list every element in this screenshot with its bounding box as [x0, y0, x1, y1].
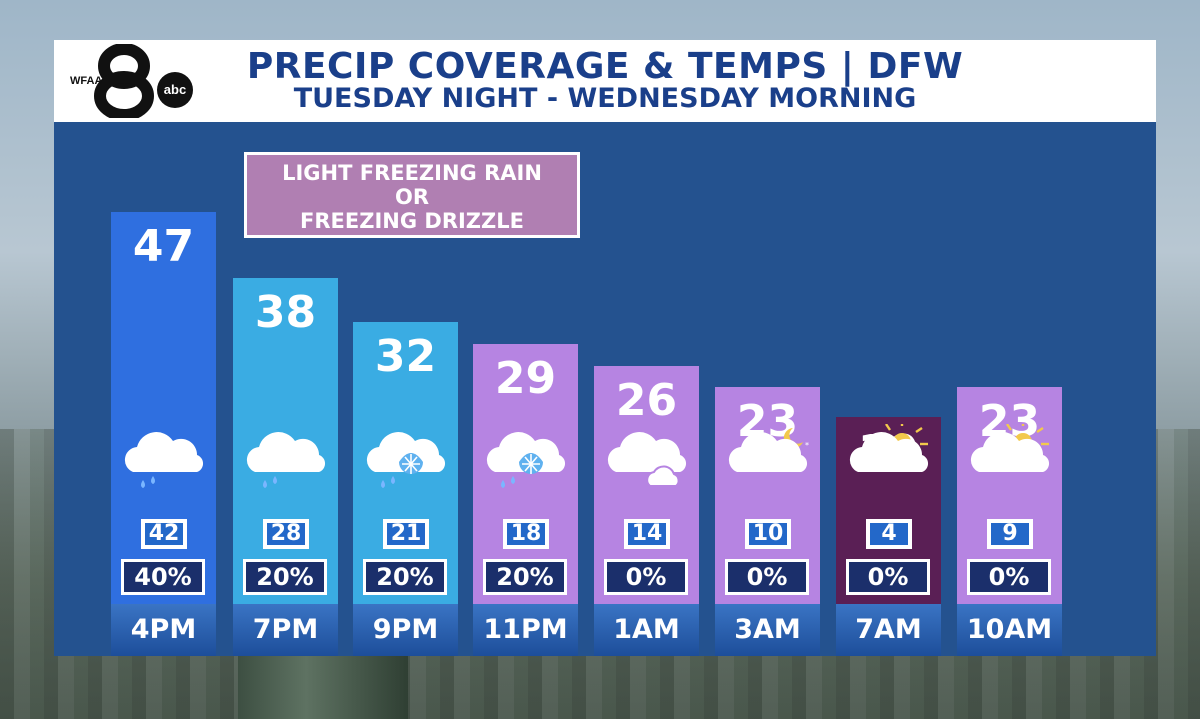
callout-line-1: LIGHT FREEZING RAIN: [282, 161, 542, 185]
precip-chance: 40%: [121, 559, 205, 595]
background-tower: [238, 655, 408, 719]
feels-like-text: 14: [628, 523, 666, 545]
feels-like-text: 4: [870, 523, 908, 545]
feels-like-value: 21: [383, 519, 429, 549]
feels-like-text: 28: [267, 523, 305, 545]
temp-value: 26: [615, 374, 678, 426]
partly-sunny-icon: [957, 420, 1062, 494]
temp-value: 47: [132, 221, 195, 272]
feels-like-value: 14: [624, 519, 670, 549]
rain-cloud-icon: [233, 424, 338, 494]
temp-bar: [473, 343, 578, 656]
temp-value: 38: [254, 286, 317, 338]
logo-eight-icon: [94, 43, 154, 121]
precip-chance-text: 20%: [246, 562, 324, 592]
feels-like-text: 21: [387, 523, 425, 545]
logo-abc-badge: abc: [157, 72, 193, 108]
logo-wfaa-text: WFAA: [70, 75, 103, 87]
sleet-snow-cloud-icon: [353, 424, 458, 494]
partly-cloudy-night-icon: *: [715, 424, 820, 494]
temp-value: 29: [494, 352, 557, 404]
time-label: 3AM: [715, 604, 820, 656]
chart-title: PRECIP COVERAGE & TEMPS | DFW: [246, 46, 964, 87]
precip-chance-text: 0%: [849, 562, 927, 592]
feels-like-value: 42: [141, 519, 187, 549]
time-label: 7AM: [836, 604, 941, 656]
temp-bar: [353, 321, 458, 656]
precip-chance-text: 20%: [366, 562, 444, 592]
header: WFAA abc PRECIP COVERAGE & TEMPS | DFW T…: [54, 40, 1156, 122]
time-label: 10AM: [957, 604, 1062, 656]
precip-chance: 20%: [483, 559, 567, 595]
svg-text:*: *: [805, 441, 809, 450]
station-logo: WFAA abc: [66, 43, 196, 121]
feels-like-value: 9: [987, 519, 1033, 549]
precip-type-callout: LIGHT FREEZING RAIN OR FREEZING DRIZZLE: [244, 152, 580, 238]
feels-like-value: 18: [503, 519, 549, 549]
precip-chance: 0%: [967, 559, 1051, 595]
feels-like-value: 10: [745, 519, 791, 549]
feels-like-value: 28: [263, 519, 309, 549]
feels-like-text: 10: [749, 523, 787, 545]
precip-chance-text: 20%: [486, 562, 564, 592]
precip-chance-text: 40%: [124, 562, 202, 592]
time-label: 11PM: [473, 604, 578, 656]
time-label: 4PM: [111, 604, 216, 656]
time-label: 1AM: [594, 604, 699, 656]
precip-chance: 0%: [846, 559, 930, 595]
callout-line-3: FREEZING DRIZZLE: [300, 209, 524, 233]
feels-like-value: 4: [866, 519, 912, 549]
precip-chance: 20%: [363, 559, 447, 595]
feels-like-text: 42: [145, 523, 183, 545]
precip-chance: 0%: [725, 559, 809, 595]
callout-line-2: OR: [394, 185, 430, 209]
feels-like-text: 18: [507, 523, 545, 545]
temp-value: 32: [374, 330, 437, 382]
feels-like-text: 9: [991, 523, 1029, 545]
time-label: 9PM: [353, 604, 458, 656]
precip-chance-text: 0%: [607, 562, 685, 592]
partly-sunny-icon: [836, 420, 941, 494]
precip-chance-text: 0%: [728, 562, 806, 592]
cloudy-icon: [594, 424, 699, 494]
sleet-snow-cloud-icon: [473, 424, 578, 494]
precip-chance: 0%: [604, 559, 688, 595]
time-label: 7PM: [233, 604, 338, 656]
precip-chance-text: 0%: [970, 562, 1048, 592]
precip-chance: 20%: [243, 559, 327, 595]
chart-subtitle: TUESDAY NIGHT - WEDNESDAY MORNING: [293, 83, 917, 114]
rain-cloud-icon: [111, 424, 216, 494]
